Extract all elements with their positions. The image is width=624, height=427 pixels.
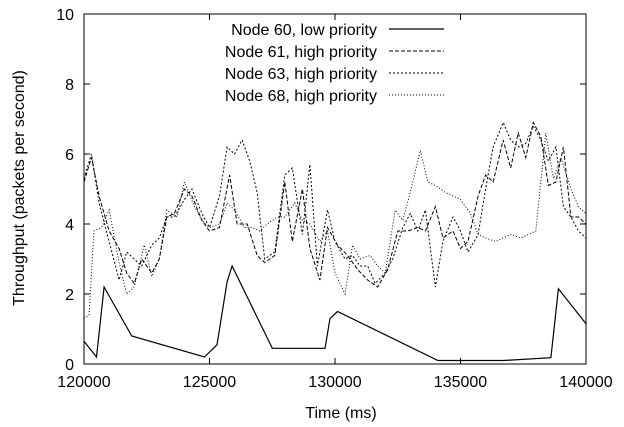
legend: Node 60, low priority Node 61, high prior… xyxy=(225,22,444,105)
y-tick-label: 0 xyxy=(65,357,74,374)
y-tick-label: 4 xyxy=(65,217,74,234)
y-tick-label: 10 xyxy=(56,7,74,24)
legend-label-2: Node 63, high priority xyxy=(225,66,377,83)
x-axis-label: Time (ms) xyxy=(305,405,376,422)
x-tick-label: 140000 xyxy=(559,374,612,391)
y-tick-label: 6 xyxy=(65,147,74,164)
series-line-0 xyxy=(83,264,587,362)
series-lines xyxy=(83,121,587,362)
y-axis-label: Throughput (packets per second) xyxy=(11,70,28,306)
legend-label-0: Node 60, low priority xyxy=(231,22,377,39)
series-line-2 xyxy=(83,121,587,288)
x-tick-label: 135000 xyxy=(434,374,487,391)
y-tick-label: 8 xyxy=(65,77,74,94)
legend-label-1: Node 61, high priority xyxy=(225,44,377,61)
series-line-1 xyxy=(83,121,587,288)
x-tick-label: 120000 xyxy=(57,374,110,391)
x-tick-label: 130000 xyxy=(308,374,361,391)
legend-label-3: Node 68, high priority xyxy=(225,88,377,105)
axis-ticks: 120000 125000 130000 135000 140000 0 2 4 6 8 10 xyxy=(56,7,613,391)
x-tick-label: 125000 xyxy=(183,374,236,391)
y-tick-label: 2 xyxy=(65,287,74,304)
series-line-3 xyxy=(83,132,587,319)
